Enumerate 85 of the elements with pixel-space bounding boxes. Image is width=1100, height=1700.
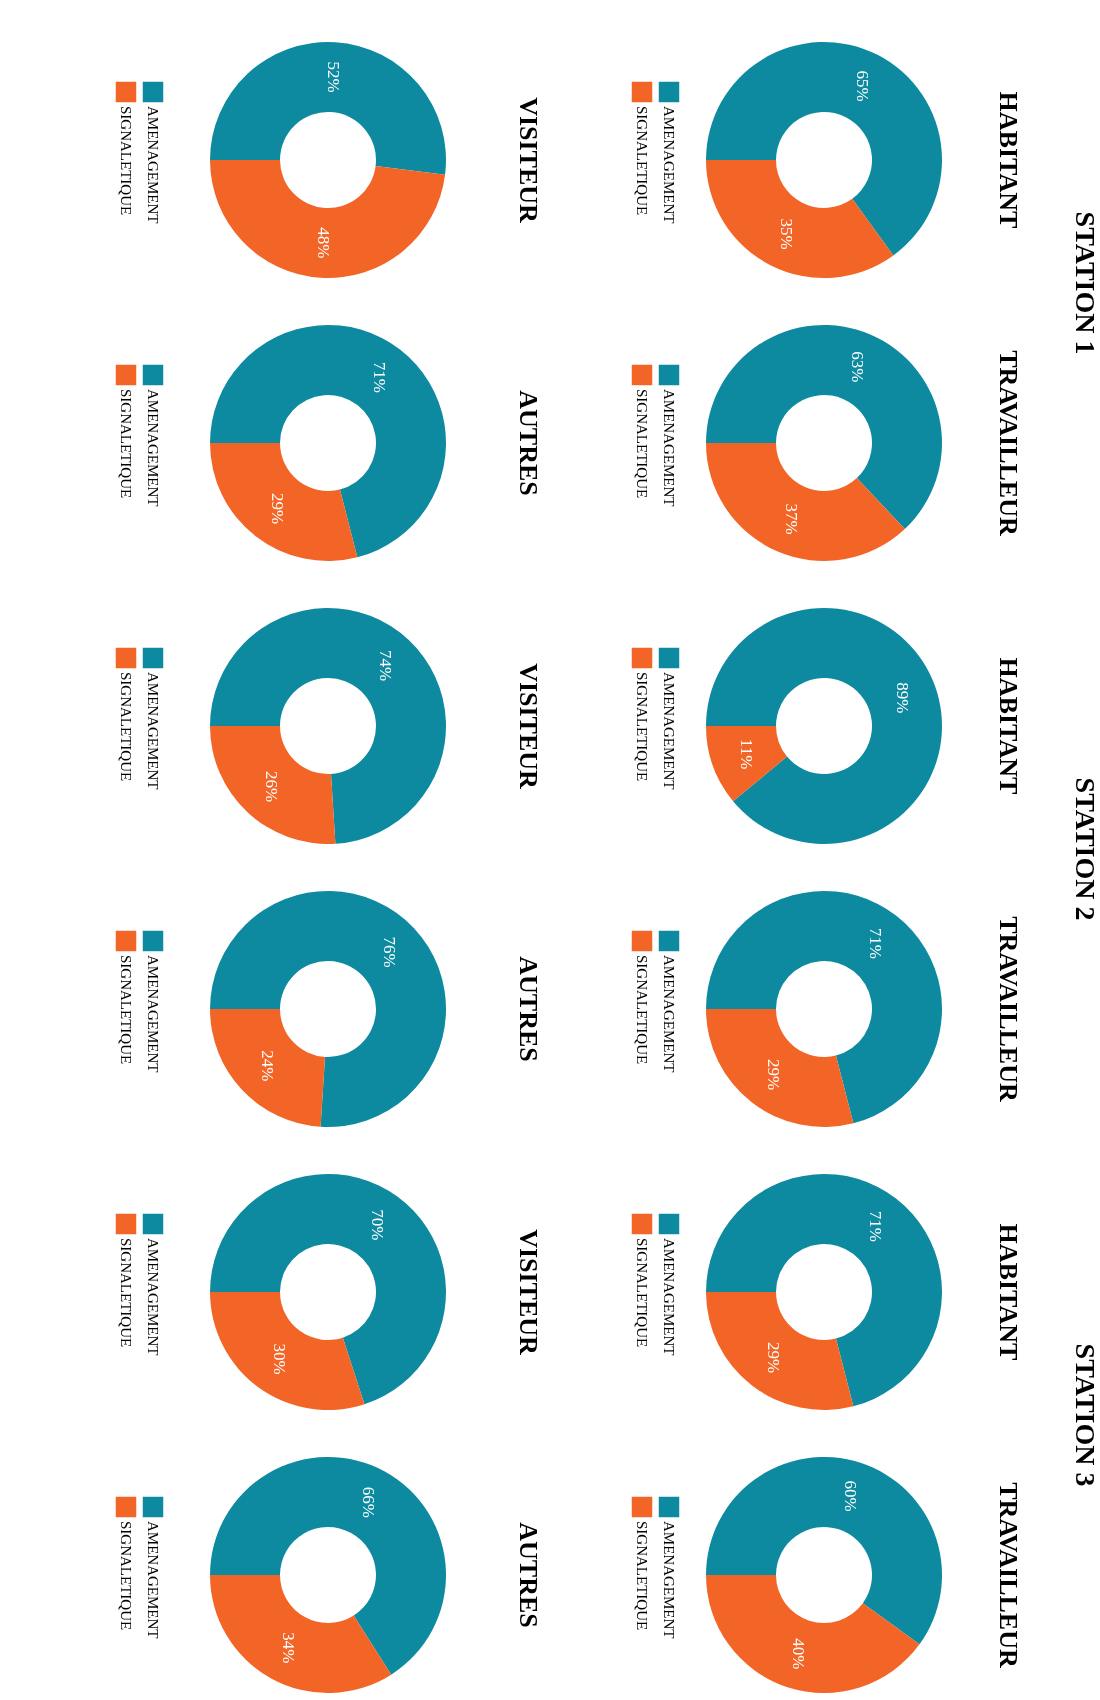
legend-label: SIGNALETIQUE	[634, 1238, 650, 1348]
donut-slice	[210, 1457, 446, 1675]
legend-label: AMENAGEMENT	[661, 672, 677, 790]
data-label: 71%	[865, 1210, 885, 1242]
text: AUTRES	[514, 1522, 543, 1628]
text: STATION 2	[1070, 777, 1100, 921]
text: STATION 1	[1070, 211, 1100, 355]
data-label: 26%	[262, 770, 282, 803]
legend-label: SIGNALETIQUE	[118, 1521, 134, 1631]
donut-slice	[706, 42, 942, 256]
data-label: 65%	[852, 70, 872, 102]
data-label: 29%	[764, 1342, 784, 1374]
donut-slice	[210, 1009, 325, 1127]
data-label: 89%	[893, 682, 913, 714]
donut-slice	[706, 160, 894, 278]
donut-slice	[210, 42, 446, 175]
text: VISITEUR	[514, 1229, 543, 1356]
donut-slice	[210, 1174, 446, 1405]
data-label: 60%	[840, 1480, 860, 1512]
data-label: 37%	[782, 503, 802, 535]
legend-label: SIGNALETIQUE	[634, 1521, 650, 1631]
data-label: 35%	[777, 218, 797, 250]
legend-label: AMENAGEMENT	[145, 389, 161, 507]
legend-label: AMENAGEMENT	[145, 106, 161, 224]
data-label: 11%	[736, 738, 756, 770]
legend-label: AMENAGEMENT	[661, 955, 677, 1073]
donut-slice	[706, 443, 905, 561]
legend-label: AMENAGEMENT	[661, 1238, 677, 1356]
data-label: 48%	[313, 227, 333, 259]
donut-slice	[706, 891, 942, 1124]
data-label: 29%	[268, 493, 288, 525]
data-label: 52%	[324, 61, 344, 93]
donut-slice	[706, 1009, 854, 1127]
donut-slice	[706, 1292, 854, 1410]
legend-label: AMENAGEMENT	[145, 672, 161, 790]
legend-label: SIGNALETIQUE	[118, 1238, 134, 1348]
legend-label: AMENAGEMENT	[145, 1238, 161, 1356]
legend-label: SIGNALETIQUE	[634, 955, 650, 1065]
text: AUTRES	[514, 390, 543, 496]
text: TRAVAILLEUR	[994, 350, 1023, 536]
legend-label: AMENAGEMENT	[145, 955, 161, 1073]
text: VISITEUR	[514, 663, 543, 790]
data-label: 76%	[379, 936, 399, 968]
legend-label: SIGNALETIQUE	[118, 106, 134, 216]
donut-slice	[210, 443, 358, 561]
donut-slice	[706, 1174, 942, 1407]
text: VISITEUR	[514, 97, 543, 224]
donut-slice	[210, 608, 446, 844]
legend-label: SIGNALETIQUE	[634, 106, 650, 216]
legend-label: SIGNALETIQUE	[634, 389, 650, 499]
donut-slice	[210, 1292, 365, 1410]
donut-slice	[706, 608, 942, 844]
donut-slice	[706, 1575, 920, 1693]
data-label: 63%	[847, 351, 867, 383]
data-label: 24%	[258, 1050, 278, 1082]
text: TRAVAILLEUR	[994, 916, 1023, 1102]
data-label: 29%	[764, 1059, 784, 1091]
legend-label: AMENAGEMENT	[661, 389, 677, 507]
legend-label: AMENAGEMENT	[661, 106, 677, 224]
legend-label: SIGNALETIQUE	[118, 955, 134, 1065]
donut-slice	[706, 726, 788, 802]
donut-slice	[210, 726, 336, 844]
text: HABITANT	[994, 657, 1023, 795]
text: HABITANT	[994, 91, 1023, 229]
data-label: 66%	[358, 1486, 378, 1518]
donut-slice	[210, 1575, 392, 1693]
data-label: 40%	[789, 1638, 809, 1670]
text: HABITANT	[994, 1223, 1023, 1361]
legend-label: SIGNALETIQUE	[118, 672, 134, 782]
data-label: 71%	[865, 927, 885, 959]
data-label: 74%	[375, 649, 395, 682]
text: AUTRES	[514, 956, 543, 1062]
legend-label: AMENAGEMENT	[145, 1521, 161, 1639]
data-label: 70%	[367, 1209, 387, 1241]
legend-label: SIGNALETIQUE	[118, 389, 134, 499]
donut-slice	[210, 160, 446, 278]
text: TRAVAILLEUR	[994, 1482, 1023, 1668]
donut-slice	[210, 891, 446, 1127]
legend-label: SIGNALETIQUE	[634, 672, 650, 782]
data-label: 34%	[279, 1632, 299, 1664]
legend-label: AMENAGEMENT	[661, 1521, 677, 1639]
donut-slice	[210, 325, 446, 558]
data-label: 30%	[270, 1343, 290, 1375]
data-label: 71%	[369, 361, 389, 393]
text: STATION 3	[1070, 1343, 1100, 1487]
